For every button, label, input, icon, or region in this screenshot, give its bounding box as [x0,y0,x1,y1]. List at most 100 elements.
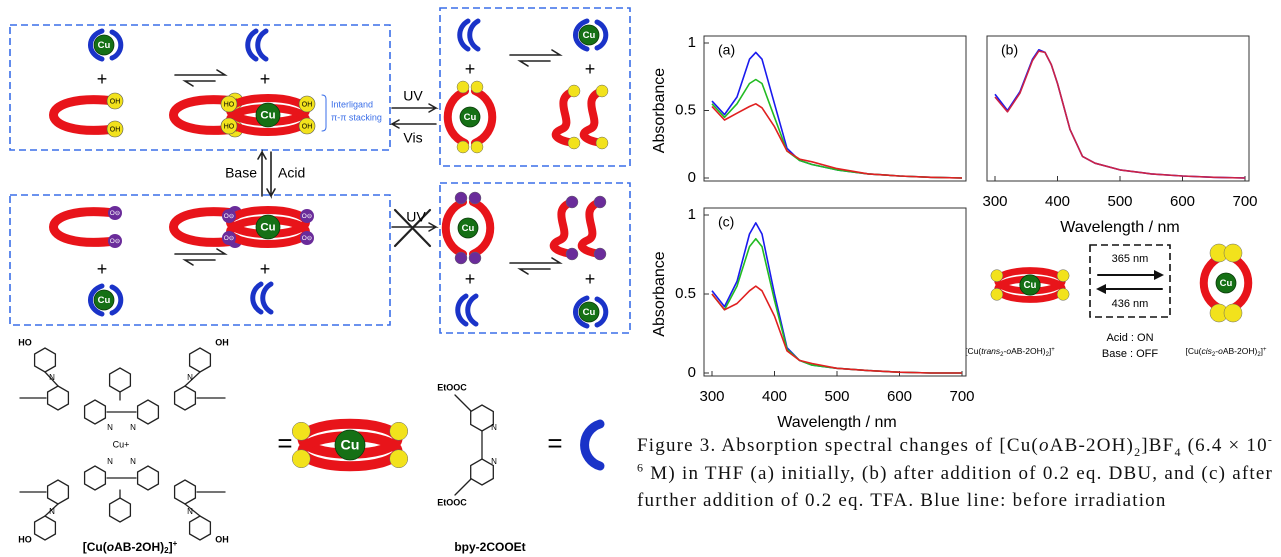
label: Acid [278,165,305,181]
copper-ball [1019,274,1041,296]
dashed-box [9,194,391,326]
bpy-ligand [109,284,124,316]
hydroxy-ball [220,95,238,113]
dashed-box [1089,244,1171,318]
label: O⊖ [302,213,313,220]
end-ball [389,449,408,468]
spectrum-line [994,50,1246,179]
label-part: - [1004,346,1007,356]
end-ball [565,195,579,209]
ring [173,479,197,505]
y-tick-label: 1 [688,34,696,51]
label-part: AB-2OH) [1223,346,1258,356]
ring [108,367,132,393]
caption-part: (6.4 × 10 [1181,435,1268,456]
equilibrium-arrow [182,80,216,87]
end-ball [595,84,609,98]
x-tick-label: 700 [1232,193,1257,210]
copper-ball [1215,272,1237,294]
label: Cu+ [113,439,130,449]
label: HO [18,534,32,544]
equilibrium-arrow [174,69,228,76]
equilibrium-arrow [517,268,551,275]
bond [44,503,59,517]
metal-label: Cu [583,30,596,41]
arrow [389,119,437,129]
label: N [107,423,113,432]
spectrum-line [711,285,962,374]
label-part: 2 [1000,352,1004,358]
label-part: cis [1202,346,1213,356]
end-ball [468,251,482,265]
ring [46,479,70,505]
end-ball [990,269,1004,282]
label: O⊖ [224,235,235,242]
bpy-ligand [457,18,471,52]
metal-label: Cu [260,222,275,234]
label-part: 2 [1212,352,1216,358]
end-ball [595,136,609,150]
ring [188,515,212,541]
spectrum-line [994,49,1246,179]
ring [33,515,57,541]
ring [136,465,160,491]
oab-ligand [169,95,240,135]
x-tick-label: 400 [1045,193,1070,210]
bpy-ligand [573,295,590,329]
y-axis-title: Absorbance [651,68,668,153]
hydroxy-ball [106,92,124,110]
y-tick-label: 0.5 [675,101,696,118]
metal-label: Cu [98,295,111,306]
label-part: - [1215,346,1218,356]
oab-ligand [579,87,606,147]
label-part: + [173,539,178,548]
bond [454,394,472,412]
base-state: Base : OFF [1102,348,1159,360]
dashed-box [439,7,631,167]
end-ball [292,449,311,468]
bracket [321,94,327,132]
label: N [130,423,136,432]
x-tick-label: 300 [982,193,1007,210]
x-axis-title: Wavelength / nm [777,414,896,431]
cis-label: [Cu(cis2-oAB-2OH)2]+ [1185,346,1267,357]
panel-label: (c) [718,214,734,230]
oab-ligand [469,198,495,258]
end-ball [456,140,470,154]
panel-label: (a) [718,42,735,58]
label-part: AB-2OH) [114,540,164,554]
bpy-ligand [260,281,274,315]
metal-label: Cu [464,112,477,123]
x-tick-label: 500 [1107,193,1132,210]
bpy-ligand [467,18,481,52]
equilibrium-arrow [174,248,228,255]
arrow-head [1096,284,1106,294]
label: HO [18,337,32,347]
hydroxy-ball [298,117,316,135]
caption-part: [Cu( [999,435,1039,456]
spectrum-line [711,237,962,374]
oab-ligand [49,95,120,135]
label: Vis [403,130,422,146]
caption-part: o [1038,435,1050,456]
copper-ball [93,289,115,311]
label: N [130,457,136,466]
ligand-label: bpy-2COOEt [454,540,525,554]
plot-frame [986,35,1250,182]
label: N [49,373,55,382]
label-part: + [1263,347,1267,353]
spectrum-line [711,51,963,179]
ring [83,465,107,491]
y-axis-title: Absorbance [651,251,668,336]
bond [44,371,59,387]
bpy-ligand [88,28,105,62]
vis-wavelength: 436 nm [1112,298,1149,310]
bond [454,478,472,496]
label-part: ] [1049,346,1051,356]
acid-state: Acid : ON [1106,332,1153,344]
oab-ligand [577,198,604,258]
end-ball [990,288,1004,301]
label: HO [224,123,235,130]
arrow [391,222,439,232]
label: N [491,457,497,466]
